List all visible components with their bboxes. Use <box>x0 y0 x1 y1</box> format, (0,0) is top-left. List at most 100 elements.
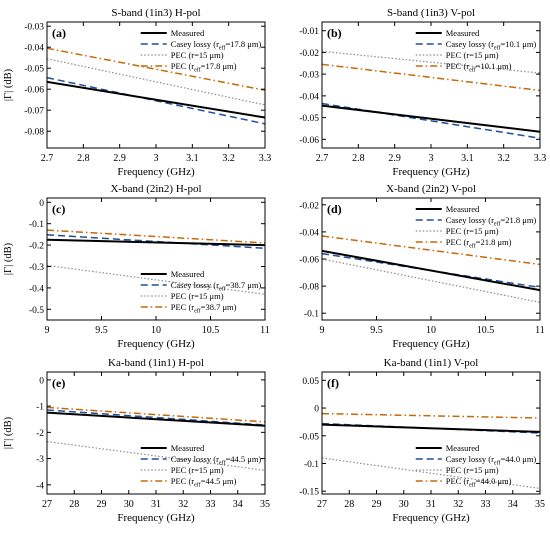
panel-label: (c) <box>52 202 65 216</box>
y-axis-label: |Γ| (dB) <box>3 416 14 449</box>
series-line-measured <box>47 238 265 247</box>
series-line-pec15 <box>322 258 540 303</box>
x-tick-label: 9 <box>320 325 325 336</box>
legend-label-casey: Casey lossy (reff=44.0 μm) <box>446 454 537 467</box>
x-tick-label: 3.2 <box>497 153 510 164</box>
legend-label-pecfit: PEC (reff=38.7 μm) <box>171 302 237 315</box>
y-axis-label: |Γ| (dB) <box>3 242 14 275</box>
x-axis-label: Frequency (GHz) <box>117 166 195 178</box>
x-tick-label: 3 <box>429 153 434 164</box>
x-tick-label: 35 <box>535 499 545 510</box>
x-axis-label: Frequency (GHz) <box>392 512 470 524</box>
y-tick-label: -0.06 <box>24 86 44 96</box>
chart-title: S-band (1in3) V-pol <box>387 7 475 19</box>
x-axis-label: Frequency (GHz) <box>117 512 195 524</box>
legend-label-pec15: PEC (r=15 μm) <box>446 465 499 475</box>
x-axis-label: Frequency (GHz) <box>392 338 470 350</box>
x-tick-label: 2.7 <box>316 153 329 164</box>
series-lines <box>322 412 540 490</box>
series-line-casey <box>47 234 265 250</box>
legend-label-casey: Casey lossy (reff=44.5 μm) <box>171 454 262 467</box>
x-tick-label: 3.2 <box>222 153 235 164</box>
series-line-measured <box>47 80 265 119</box>
x-axis-label: Frequency (GHz) <box>117 338 195 350</box>
x-tick-label: 3.3 <box>534 153 547 164</box>
series-line-pec15 <box>47 264 265 295</box>
x-tick-label: 11 <box>535 325 545 336</box>
chart-panel-4: 9 9.5 10 10.5 11 -0.02 -0.04 -0.06 -0.08 -0.1 X-ba… <box>299 183 545 350</box>
x-tick-label: 32 <box>453 499 463 510</box>
x-tick-label: 9.5 <box>370 325 383 336</box>
chart-title: Ka-band (1in1) V-pol <box>384 357 479 369</box>
series-line-pec15 <box>322 457 540 490</box>
y-tick-label: -0.05 <box>24 65 44 75</box>
x-tick-label: 34 <box>233 499 243 510</box>
legend-label-pec15: PEC (r=15 μm) <box>171 465 224 475</box>
chart-title: X-band (2in2) H-pol <box>110 183 201 195</box>
x-tick-label: 2.9 <box>388 153 401 164</box>
chart-title: X-band (2in2) V-pol <box>386 183 476 195</box>
y-tick-label: -0.2 <box>29 242 44 252</box>
y-tick-label: -0.1 <box>29 220 44 230</box>
x-tick-label: 3.1 <box>461 153 474 164</box>
x-axis-label: Frequency (GHz) <box>392 166 470 178</box>
y-tick-label: -4 <box>36 481 44 491</box>
legend-label-pec15: PEC (r=15 μm) <box>446 50 499 60</box>
y-tick-label: 0 <box>39 199 44 209</box>
legend-label-pec15: PEC (r=15 μm) <box>171 50 224 60</box>
x-tick-label: 31 <box>426 499 436 510</box>
y-tick-label: 0 <box>314 405 319 415</box>
x-tick-label: 27 <box>317 499 327 510</box>
y-tick-label: -0.02 <box>299 49 319 59</box>
x-tick-label: 10.5 <box>477 325 495 336</box>
series-lines <box>322 235 540 303</box>
y-tick-label: -0.03 <box>24 23 44 33</box>
y-tick-label: -1 <box>36 403 44 413</box>
x-tick-label: 34 <box>508 499 518 510</box>
x-tick-label: 2.8 <box>352 153 365 164</box>
x-tick-label: 2.9 <box>113 153 126 164</box>
y-tick-label: -0.07 <box>24 107 44 117</box>
panel-label: (d) <box>327 202 342 216</box>
chart-panel-6: 27 28 29 30 31 32 33 34 35 0.05 0 -0.05 -0.1 -0.15 Ka-… <box>299 357 545 524</box>
x-tick-label: 3.1 <box>186 153 199 164</box>
series-line-casey <box>47 409 265 426</box>
series-line-pecfit <box>322 412 540 419</box>
chart-panel-1: 2.7 2.8 2.9 3 3.1 3.2 3.3 -0.03 -0.04 -0.05 -0.06 -… <box>3 7 271 178</box>
legend-label-casey: Casey lossy (reff=21.8 μm) <box>446 215 537 228</box>
legend-label-measured: Measured <box>171 269 205 279</box>
legend-label-measured: Measured <box>446 28 480 38</box>
panel-label: (a) <box>52 26 66 40</box>
x-tick-label: 29 <box>97 499 107 510</box>
y-tick-label: -0.05 <box>299 432 319 442</box>
y-tick-label: -0.04 <box>299 92 319 102</box>
x-tick-label: 3.3 <box>259 153 272 164</box>
y-tick-label: -0.4 <box>29 284 44 294</box>
chart-panel-2: 2.7 2.8 2.9 3 3.1 3.2 3.3 -0.01 -0.02 -0.03 -0.04 -… <box>299 7 546 178</box>
legend-label-measured: Measured <box>446 443 480 453</box>
x-tick-label: 32 <box>178 499 188 510</box>
x-tick-label: 35 <box>260 499 270 510</box>
x-tick-label: 27 <box>42 499 52 510</box>
x-tick-label: 10.5 <box>202 325 220 336</box>
series-lines <box>47 406 265 471</box>
legend-label-measured: Measured <box>171 443 205 453</box>
legend-label-pecfit: PEC (reff=44.5 μm) <box>171 476 237 489</box>
y-tick-label: -0.05 <box>299 114 319 124</box>
panel-label: (e) <box>52 376 65 390</box>
x-tick-label: 3 <box>154 153 159 164</box>
x-tick-label: 28 <box>344 499 354 510</box>
legend-label-pec15: PEC (r=15 μm) <box>446 226 499 236</box>
series-line-pec15 <box>322 50 540 74</box>
legend-label-casey: Casey lossy (reff=10.1 μm) <box>446 39 537 52</box>
y-tick-label: -0.08 <box>24 128 44 138</box>
x-tick-label: 29 <box>372 499 382 510</box>
legend-label-casey: Casey lossy (reff=38.7 μm) <box>171 280 262 293</box>
x-tick-label: 33 <box>481 499 491 510</box>
x-tick-label: 9 <box>45 325 50 336</box>
chart-panel-3: 9 9.5 10 10.5 11 0 -0.1 -0.2 -0.3 -0.4 -0.5 X-band … <box>3 183 270 350</box>
